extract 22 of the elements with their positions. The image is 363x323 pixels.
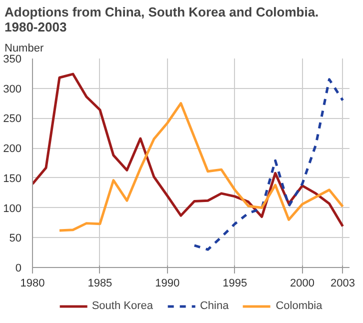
y-tick-label: 200 xyxy=(3,143,22,156)
legend-label: China xyxy=(200,300,229,312)
y-tick-label: 100 xyxy=(3,202,22,215)
y-tick-label: 300 xyxy=(3,83,22,96)
line-series xyxy=(32,72,344,228)
y-tick-label: 350 xyxy=(3,54,22,66)
legend-label: South Korea xyxy=(92,300,153,312)
legend-label: Colombia xyxy=(276,300,322,312)
x-tick-label: 1990 xyxy=(155,278,180,290)
y-axis-title: Number xyxy=(4,42,44,54)
y-tick-label: 0 xyxy=(15,262,22,274)
x-tick-label: 2003 xyxy=(330,278,356,290)
x-tick-label: 1995 xyxy=(222,278,248,290)
x-tick-label: 1980 xyxy=(20,278,45,290)
line-series xyxy=(193,78,344,251)
x-tick-label: 1985 xyxy=(88,278,112,290)
x-tick-label: 2000 xyxy=(290,278,315,290)
line-series xyxy=(58,102,344,232)
y-tick-label: 50 xyxy=(9,232,22,245)
chart-title: Adoptions from China, South Korea and Colombia. 1980-2003 xyxy=(4,4,319,34)
y-tick-label: 250 xyxy=(3,113,22,126)
y-tick-label: 150 xyxy=(3,172,22,185)
